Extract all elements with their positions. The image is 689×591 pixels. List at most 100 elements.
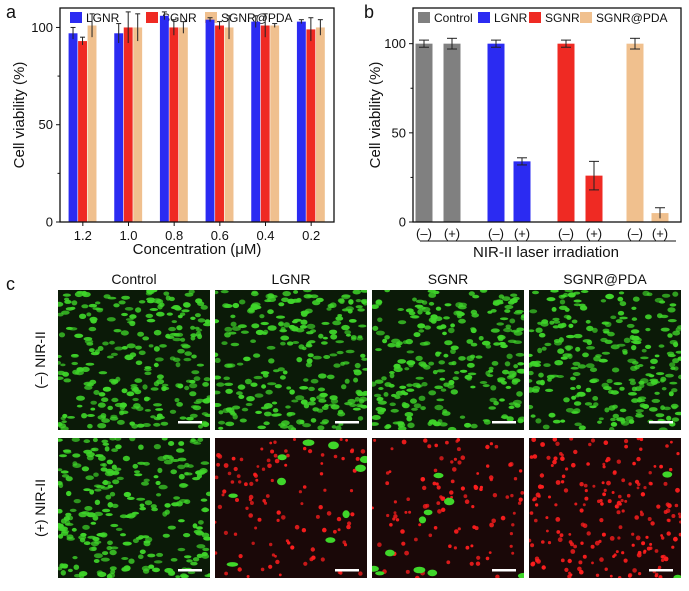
dead-cell: [638, 572, 642, 576]
dead-cell: [302, 485, 307, 489]
live-cell: [316, 395, 326, 400]
live-cell: [62, 449, 72, 453]
live-cell: [246, 396, 255, 402]
live-cell: [190, 325, 196, 330]
y-tick-label-a: 50: [39, 117, 53, 132]
dead-cell: [676, 452, 680, 456]
live-cell: [352, 290, 361, 295]
live-cell: [58, 312, 64, 317]
live-cell: [592, 327, 598, 333]
dead-cell: [423, 438, 428, 443]
live-cell: [669, 340, 678, 345]
live-cell: [86, 414, 95, 417]
live-cell: [192, 523, 198, 529]
live-cell: [306, 323, 316, 329]
dead-cell: [450, 479, 455, 484]
live-cell: [562, 353, 572, 358]
live-cell: [142, 384, 148, 390]
live-cell: [391, 393, 397, 398]
live-cell: [260, 321, 269, 326]
live-cell: [218, 410, 224, 415]
live-cell: [107, 296, 117, 300]
live-cell: [245, 402, 253, 407]
live-cell: [179, 483, 189, 487]
live-cell: [513, 330, 523, 336]
live-cell: [215, 390, 221, 395]
dead-cell: [217, 504, 223, 510]
live-cell: [83, 439, 91, 444]
micrograph-1-0: [58, 438, 210, 578]
live-cell: [451, 361, 457, 366]
bar-a-lgnr-4: [251, 21, 261, 223]
live-cell: [330, 404, 340, 410]
live-cell: [201, 507, 210, 513]
live-cell: [263, 421, 270, 426]
dead-cell: [432, 481, 437, 486]
live-cell: [268, 358, 275, 364]
live-cell: [410, 398, 417, 404]
live-cell: [321, 321, 330, 325]
dead-cell: [534, 518, 538, 523]
dead-cell: [271, 553, 275, 557]
live-cell: [450, 389, 458, 395]
live-cell: [545, 388, 554, 392]
dead-cell: [460, 455, 466, 461]
x-tick-label-b: (–): [488, 226, 504, 241]
y-tick-label-b: 0: [399, 215, 406, 230]
live-cell: [89, 379, 97, 385]
dead-cell: [567, 558, 572, 564]
live-cell: [467, 372, 477, 376]
bar-a-lgnr-1: [114, 33, 124, 222]
live-cell: [655, 413, 665, 418]
dead-cell: [395, 518, 400, 522]
live-cell: [354, 396, 360, 402]
live-cell: [145, 313, 154, 318]
live-cell: [552, 317, 560, 321]
micrograph-background: [372, 438, 524, 578]
live-cell: [81, 366, 90, 372]
live-cell: [485, 370, 491, 376]
live-cell: [58, 301, 64, 307]
live-cell: [352, 407, 361, 411]
live-cell: [645, 327, 651, 332]
live-cell: [488, 366, 494, 371]
dead-cell: [257, 517, 262, 522]
live-cell: [374, 379, 384, 384]
dead-cell: [631, 543, 635, 547]
dead-cell: [450, 460, 454, 464]
live-cell: [458, 302, 467, 307]
live-cell: [408, 311, 416, 316]
live-cell: [60, 470, 69, 474]
live-cell: [384, 335, 390, 340]
dead-cell: [495, 574, 500, 578]
live-cell: [510, 293, 518, 297]
live-cell: [645, 314, 652, 320]
dead-cell: [647, 517, 652, 521]
live-cell: [428, 317, 436, 323]
dead-cell: [341, 456, 345, 461]
legend-swatch-a: [146, 12, 158, 23]
bar-a-sgnr-pda-5: [315, 27, 325, 223]
dead-cell: [618, 576, 622, 578]
dead-cell: [464, 499, 470, 505]
live-cell: [585, 387, 592, 393]
live-cell: [280, 326, 286, 332]
live-cell: [322, 336, 328, 340]
live-cell: [353, 377, 359, 383]
dead-cell: [659, 464, 663, 469]
live-cell: [99, 532, 108, 538]
live-cell: [93, 559, 100, 563]
dead-cell: [433, 468, 438, 473]
dead-cell: [333, 529, 337, 534]
live-cell: [348, 319, 357, 323]
live-cell: [106, 355, 114, 359]
live-cell: [628, 419, 635, 424]
live-cell: [619, 386, 625, 391]
live-cell: [564, 290, 574, 293]
live-cell: [139, 506, 146, 511]
live-cell: [321, 419, 329, 424]
live-cell: [174, 398, 180, 403]
dead-cell: [582, 503, 586, 507]
live-cell: [159, 344, 167, 348]
live-cell: [357, 308, 365, 312]
